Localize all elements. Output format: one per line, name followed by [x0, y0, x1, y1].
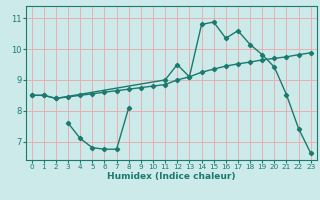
X-axis label: Humidex (Indice chaleur): Humidex (Indice chaleur) — [107, 172, 236, 181]
